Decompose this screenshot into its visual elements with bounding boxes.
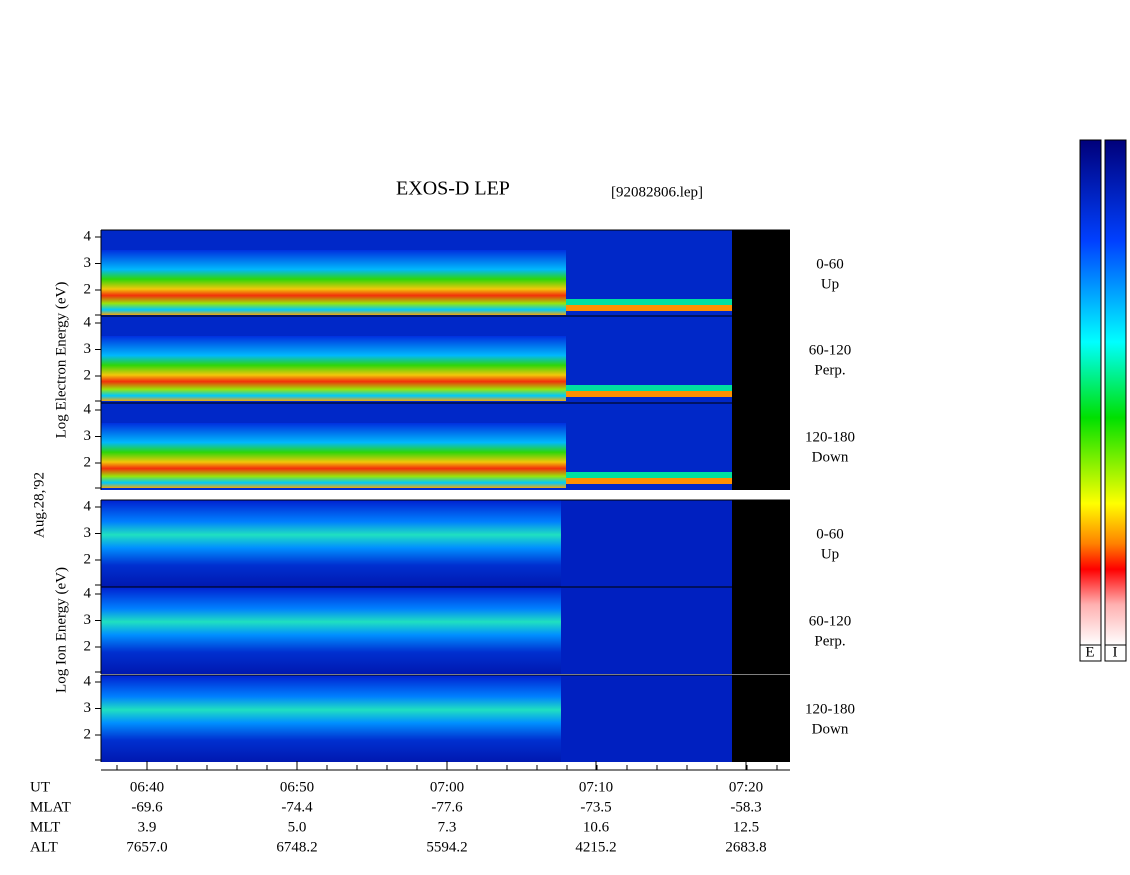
colorbar — [1104, 139, 1127, 646]
spectrogram — [566, 391, 732, 397]
y-tick-label: 4 — [84, 498, 92, 514]
colorbar-label: I — [1113, 644, 1118, 660]
spectrogram — [101, 423, 566, 488]
data-gap — [732, 587, 790, 674]
panel-direction: Down — [812, 449, 849, 465]
row-value: 5.0 — [288, 819, 307, 835]
row-value: 07:10 — [579, 779, 613, 795]
colorbar-box — [1079, 644, 1102, 662]
data-gap — [732, 230, 790, 317]
y-tick-label: 2 — [84, 726, 92, 742]
spectrogram — [101, 250, 566, 315]
row-value: 12.5 — [733, 819, 759, 835]
date: Aug.28,'92 — [31, 472, 47, 538]
data-gap — [732, 316, 790, 403]
row-label: UT — [30, 779, 50, 795]
y-label: Log Ion Energy (eV) — [53, 567, 69, 693]
y-tick-label: 3 — [84, 341, 92, 357]
panel-direction: Down — [812, 721, 849, 737]
spectrogram — [566, 385, 732, 391]
spectrogram — [566, 472, 732, 478]
panel-direction: Up — [821, 546, 839, 562]
colorbar — [1079, 139, 1102, 646]
row-label: ALT — [30, 839, 58, 855]
y-tick-label: 4 — [84, 228, 92, 244]
row-label: MLT — [30, 819, 60, 835]
panel-range: 60-120 — [809, 613, 852, 629]
row-value: -58.3 — [730, 799, 761, 815]
data-gap — [732, 403, 790, 490]
row-value: 07:00 — [430, 779, 464, 795]
y-tick-label: 2 — [84, 367, 92, 383]
data-gap — [732, 675, 790, 762]
colorbar-box — [1104, 644, 1127, 662]
spectrogram — [566, 305, 732, 311]
y-tick-label: 4 — [84, 314, 92, 330]
panel-direction: Perp. — [814, 633, 845, 649]
row-value: 2683.8 — [725, 839, 766, 855]
spectrogram — [101, 336, 566, 401]
panel-range: 60-120 — [809, 342, 852, 358]
row-value: 06:40 — [130, 779, 164, 795]
row-value: -69.6 — [131, 799, 163, 815]
row-value: 7.3 — [438, 819, 457, 835]
y-tick-label: 2 — [84, 454, 92, 470]
title: EXOS-D LEP — [396, 178, 510, 200]
panel-direction: Up — [821, 276, 839, 292]
panel-range: 0-60 — [816, 256, 844, 272]
row-value: 10.6 — [583, 819, 610, 835]
y-tick-label: 3 — [84, 428, 92, 444]
row-value: 4215.2 — [575, 839, 616, 855]
row-value: -74.4 — [281, 799, 313, 815]
y-tick-label: 3 — [84, 612, 92, 628]
spectrogram — [101, 587, 561, 674]
y-tick-label: 2 — [84, 638, 92, 654]
spectrogram — [101, 675, 561, 762]
spectrogram — [566, 478, 732, 484]
row-value: 5594.2 — [426, 839, 467, 855]
panel-direction: Perp. — [814, 362, 845, 378]
y-tick-label: 3 — [84, 525, 92, 541]
colorbar-label: E — [1085, 644, 1094, 660]
row-label: MLAT — [30, 799, 71, 815]
y-tick-label: 3 — [84, 255, 92, 271]
y-tick-label: 4 — [84, 673, 92, 689]
row-value: 7657.0 — [126, 839, 167, 855]
panel-range: 120-180 — [805, 701, 855, 717]
row-value: 06:50 — [280, 779, 314, 795]
y-tick-label: 2 — [84, 281, 92, 297]
y-tick-label: 2 — [84, 551, 92, 567]
y-tick-label: 4 — [84, 585, 92, 601]
panel-range: 120-180 — [805, 429, 855, 445]
panel-range: 0-60 — [816, 526, 844, 542]
row-value: 6748.2 — [276, 839, 317, 855]
row-value: -73.5 — [580, 799, 611, 815]
row-value: -77.6 — [431, 799, 463, 815]
spectrogram — [566, 299, 732, 305]
data-gap — [732, 500, 790, 587]
row-value: 3.9 — [138, 819, 157, 835]
row-value: 07:20 — [729, 779, 763, 795]
y-label: Log Electron Energy (eV) — [53, 282, 69, 439]
y-tick-label: 3 — [84, 700, 92, 716]
file-name: [92082806.lep] — [611, 184, 703, 200]
y-tick-label: 4 — [84, 401, 92, 417]
spectrogram — [101, 500, 561, 587]
